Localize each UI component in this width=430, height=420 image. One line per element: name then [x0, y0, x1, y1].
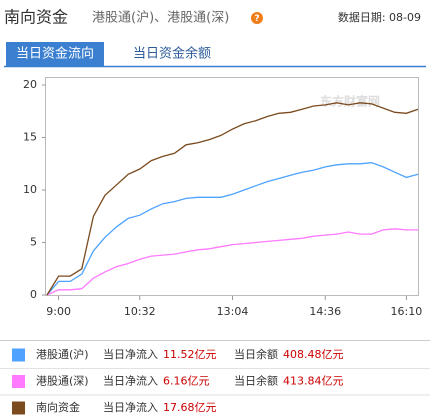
balance-label: 当日余额 — [234, 374, 278, 388]
net-label: 当日净流入 — [103, 347, 158, 361]
legend-name: 港股通(沪) — [36, 347, 89, 361]
net-value: 6.16亿元 — [163, 375, 210, 388]
watermark: 东方财富网 — [320, 94, 380, 109]
tab-label: 当日资金流向 — [16, 46, 94, 62]
y-tick-label: 5 — [30, 236, 37, 249]
legend-swatch — [12, 348, 25, 362]
header-subtitle: 港股通(沪)、港股通(深) — [92, 10, 229, 26]
x-tick-label: 16:10 — [391, 305, 423, 318]
plot: 东方财富网 0 5 10 15 20 9:00 10:32 13:04 14:36 16:10 — [23, 78, 422, 318]
net-value: 11.52亿元 — [163, 348, 217, 361]
active-tab[interactable] — [6, 42, 104, 66]
tab-label[interactable]: 当日资金余额 — [133, 46, 211, 62]
net-label: 当日净流入 — [103, 400, 158, 414]
help-icon-text: ? — [254, 14, 259, 24]
help-icon[interactable] — [251, 12, 263, 24]
legend-swatch — [12, 375, 25, 388]
series-line — [46, 228, 418, 296]
y-tick-label: 20 — [23, 78, 37, 91]
date-label: 数据日期: 08-09 — [338, 10, 421, 24]
balance-value: 413.84亿元 — [283, 375, 344, 388]
series-line — [46, 162, 419, 296]
legend-swatch — [12, 401, 25, 415]
net-value: 17.68亿元 — [163, 401, 217, 414]
series-line — [46, 102, 419, 296]
net-label: 当日净流入 — [103, 374, 158, 388]
x-tick-label: 14:36 — [309, 305, 341, 318]
y-tick-label: 0 — [30, 288, 37, 301]
x-tick-label: 13:04 — [217, 305, 249, 318]
header-title: 南向资金 — [4, 8, 68, 27]
balance-label: 当日余额 — [234, 347, 278, 361]
legend-name: 南向资金 — [36, 400, 80, 414]
x-tick-label: 9:00 — [46, 305, 71, 318]
balance-value: 408.48亿元 — [283, 348, 344, 361]
y-tick-label: 10 — [23, 183, 37, 196]
legend-name: 港股通(深) — [36, 375, 89, 388]
plot-frame — [45, 77, 419, 296]
y-tick-label: 15 — [23, 131, 37, 144]
x-tick-label: 10:32 — [124, 305, 156, 318]
